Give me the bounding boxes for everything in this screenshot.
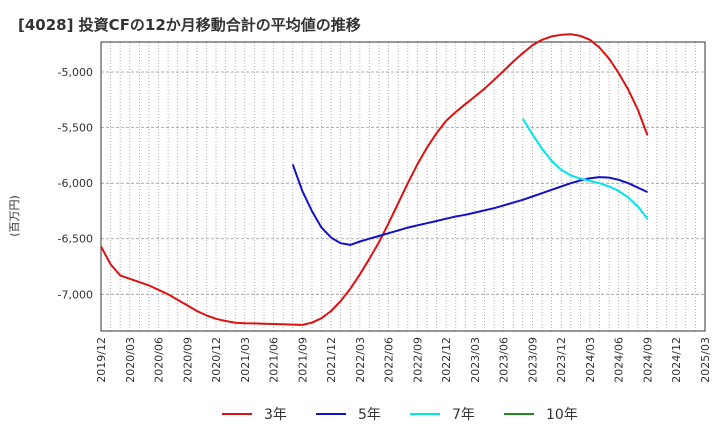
x-tick-label: 2022/06 [383, 337, 396, 383]
x-tick-label: 2021/06 [268, 337, 281, 383]
series-line-3年 [100, 33, 649, 326]
x-tick-label: 2019/12 [95, 337, 108, 383]
series-line-7年 [521, 118, 649, 220]
series-line-5年 [291, 163, 648, 246]
y-tick-label: -6,500 [58, 233, 93, 246]
x-tick-label: 2020/06 [153, 337, 166, 383]
x-tick-label: 2024/06 [613, 337, 626, 383]
y-tick-label: -6,000 [58, 177, 93, 190]
x-tick-label: 2025/03 [699, 337, 712, 383]
x-tick-label: 2022/12 [440, 337, 453, 383]
x-tick-label: 2021/09 [296, 337, 309, 383]
x-tick-label: 2020/12 [210, 337, 223, 383]
x-tick-label: 2024/12 [670, 337, 683, 383]
chart-title: [4028] 投資CFの12か月移動合計の平均値の推移 [18, 16, 361, 34]
x-tick-label: 2023/12 [555, 337, 568, 383]
x-tick-label: 2023/06 [498, 337, 511, 383]
x-tick-layer: 2019/12 2020/03 2020/06 2020/09 2020/12 2021/… [95, 337, 712, 383]
legend-label: 3年 [264, 407, 287, 423]
legend: 3年 5年 7年 10年 [222, 407, 578, 423]
y-tick-label: -5,500 [58, 122, 93, 135]
y-tick-layer: -5,000 -5,500 -6,000 -6,500 -7,000 [58, 66, 93, 301]
x-tick-label: 2022/09 [411, 337, 424, 383]
legend-label: 10年 [546, 407, 578, 423]
x-tick-label: 2020/09 [181, 337, 194, 383]
series-layer [100, 33, 649, 326]
x-tick-label: 2023/03 [469, 337, 482, 383]
x-tick-label: 2020/03 [124, 337, 137, 383]
x-tick-label: 2021/12 [325, 337, 338, 383]
x-tick-label: 2023/09 [526, 337, 539, 383]
plot-frame [100, 41, 706, 332]
x-tick-label: 2024/03 [584, 337, 597, 383]
x-tick-label: 2024/09 [641, 337, 654, 383]
y-tick-label: -7,000 [58, 288, 93, 301]
legend-label: 5年 [358, 407, 381, 423]
x-tick-label: 2022/03 [354, 337, 367, 383]
x-tick-label: 2021/03 [239, 337, 252, 383]
grid-layer [101, 42, 705, 331]
y-tick-label: -5,000 [58, 66, 93, 79]
legend-label: 7年 [452, 407, 475, 423]
